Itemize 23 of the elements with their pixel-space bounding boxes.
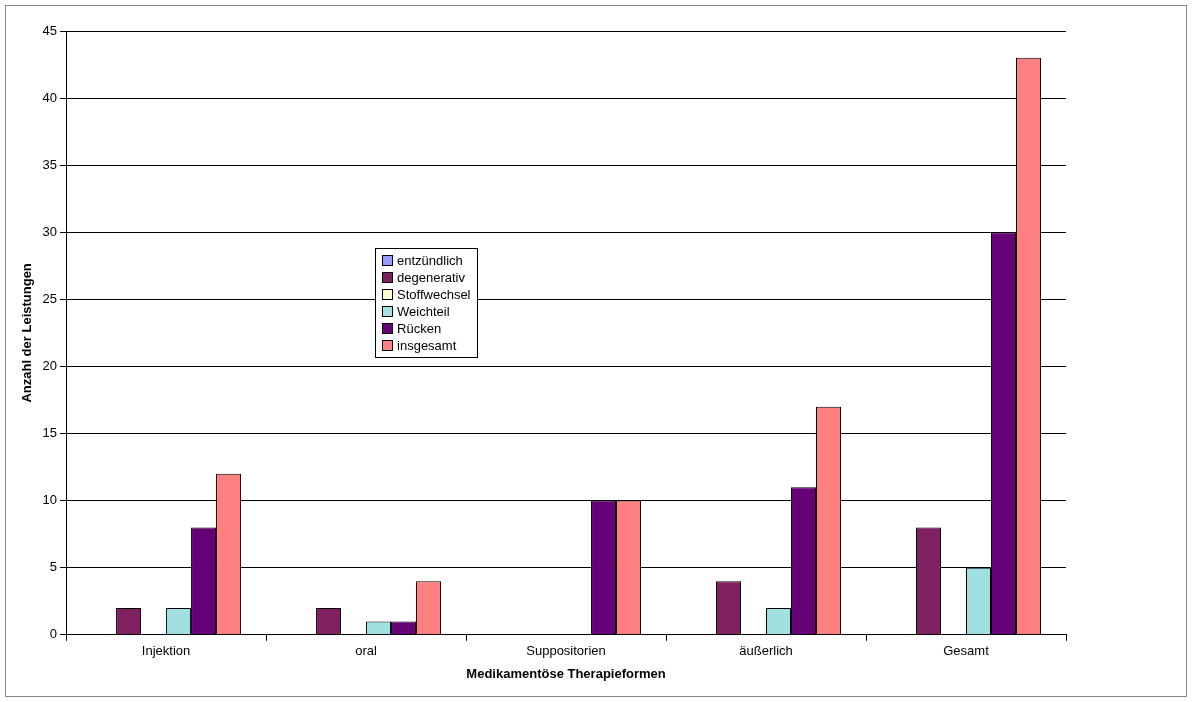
x-tick-label: oral (355, 643, 377, 659)
y-tick-label: 15 (42, 425, 58, 441)
y-tick-label: 20 (42, 358, 58, 374)
legend-label: Stoffwechsel (396, 285, 471, 303)
y-tick-label: 5 (49, 559, 58, 575)
legend-label: insgesamt (396, 336, 458, 354)
y-tick-label: 10 (42, 492, 58, 508)
x-axis-title: Medikamentöse Therapieformen (466, 665, 666, 681)
y-tick-label: 40 (42, 89, 58, 105)
y-tick-label: 25 (42, 290, 58, 306)
y-tick-label: 45 (42, 22, 58, 38)
y-tick-label: 30 (42, 223, 58, 239)
x-tick-label: Gesamt (943, 643, 990, 659)
x-tick-label: äußerlich (739, 643, 793, 659)
legend-label: degenerativ (396, 268, 466, 286)
y-tick-label: 35 (42, 156, 58, 172)
x-tick-label: Suppositorien (526, 643, 606, 659)
legend-label: entzündlich (396, 251, 464, 269)
y-axis-title: Anzahl der Leistungen (19, 263, 35, 403)
y-tick-label: 0 (49, 626, 58, 642)
legend-label: Rücken (396, 319, 443, 337)
legend-label: Weichteil (396, 302, 451, 320)
x-tick-label: Injektion (141, 643, 191, 659)
